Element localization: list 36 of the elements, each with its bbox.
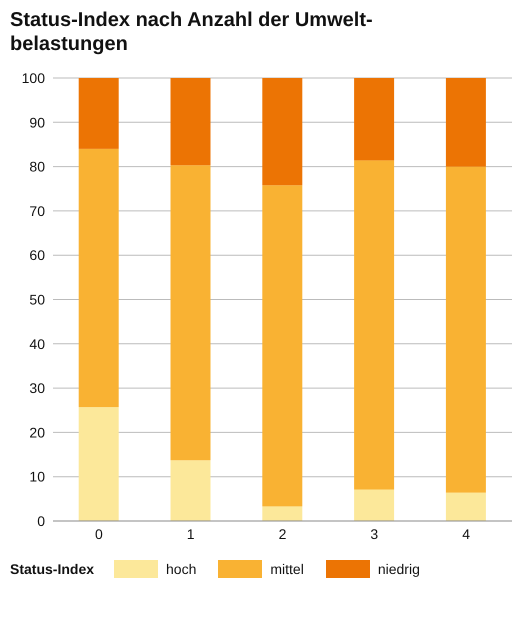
- bar: [262, 78, 302, 186]
- y-tick-label: 20: [29, 424, 46, 440]
- x-tick-label: 2: [278, 526, 287, 542]
- x-tick-label: 3: [370, 526, 378, 542]
- x-tick-label: 4: [462, 526, 470, 542]
- y-tick-label: 60: [29, 247, 46, 264]
- y-tick-label: 80: [29, 158, 46, 175]
- y-tick-label: 10: [29, 468, 46, 485]
- x-tick-label: 1: [186, 526, 195, 542]
- bar: [262, 185, 302, 506]
- y-tick-label: 30: [29, 380, 46, 396]
- y-tick-label: 90: [29, 114, 46, 130]
- bar: [354, 160, 394, 490]
- x-tick-label: 0: [95, 526, 103, 542]
- y-tick-label: 50: [29, 291, 46, 308]
- y-tick-label: 40: [29, 336, 46, 352]
- chart-title: Status-Index nach Anzahl der Umwelt-belastungen: [10, 8, 374, 56]
- bar: [354, 490, 394, 521]
- bar: [262, 506, 302, 521]
- bar: [446, 78, 486, 167]
- bar: [170, 78, 211, 166]
- bar: [78, 148, 119, 408]
- legend-label: hoch: [166, 561, 196, 577]
- y-tick-label: 0: [37, 512, 46, 529]
- bar: [446, 166, 486, 493]
- y-tick-label: 70: [29, 202, 46, 219]
- bar: [170, 165, 211, 460]
- legend-label: niedrig: [378, 561, 420, 577]
- y-tick-label: 100: [22, 70, 46, 86]
- bar: [170, 460, 211, 521]
- bar: [446, 492, 486, 521]
- legend-label: mittel: [270, 561, 304, 577]
- bar: [354, 78, 394, 160]
- bar: [78, 407, 119, 521]
- bar: [78, 78, 119, 149]
- legend-title: Status-Index: [10, 561, 94, 577]
